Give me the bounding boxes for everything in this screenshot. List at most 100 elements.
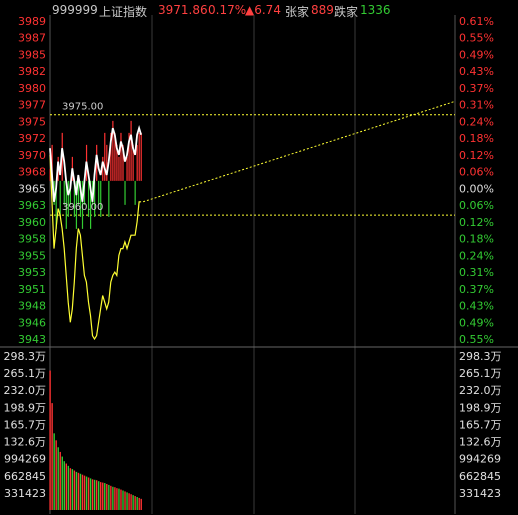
axis-labels: 3975.00 3960.00 3989 0.61% 3987 0.55% 3985 0.49…: [4, 15, 502, 500]
volume-bar: [118, 488, 120, 510]
price-tick-label: 3965: [18, 182, 46, 195]
price-tick-label: 3951: [18, 283, 46, 296]
percent-tick-label: 0.31%: [459, 266, 494, 279]
price-tick-label: 3972: [18, 132, 46, 145]
volume-bar: [69, 468, 72, 510]
tick-bar: [106, 144, 108, 181]
tick-bar: [102, 156, 104, 181]
volume-bar: [71, 469, 74, 510]
price-tick-label: 3943: [18, 333, 46, 346]
percent-tick-label: 0.49%: [459, 316, 494, 329]
tick-bar: [77, 180, 80, 205]
current-price: 3971.86: [158, 3, 208, 17]
volume-tick-label-right: 232.0万: [459, 384, 502, 397]
price-tick-label: 3987: [18, 32, 46, 45]
volume-bar: [49, 370, 51, 510]
volume-bar: [65, 463, 67, 510]
volume-bar: [122, 490, 124, 510]
tick-bar: [65, 180, 67, 229]
tick-bar: [126, 156, 128, 181]
volume-bar: [112, 486, 114, 510]
volume-tick-label: 331423: [4, 487, 46, 500]
annotation-label: 3960.00: [62, 202, 103, 213]
tick-bar: [114, 132, 116, 181]
volume-tick-label-right: 132.6万: [459, 436, 502, 449]
percent-tick-label: 0.00%: [459, 182, 494, 195]
price-tick-label: 3977: [18, 99, 46, 112]
volume-tick-label-right: 298.3万: [459, 350, 502, 363]
volume-bar: [98, 481, 100, 510]
tick-bar: [90, 180, 92, 229]
volume-bar: [75, 471, 78, 510]
tick-bar: [67, 180, 69, 217]
tick-bar: [138, 132, 140, 181]
volume-bar: [102, 482, 104, 510]
chart-grid: [0, 15, 518, 514]
tick-bar: [140, 132, 142, 181]
tick-bar: [75, 180, 78, 229]
tick-bar: [112, 120, 114, 181]
volume-bar: [81, 474, 84, 510]
price-lines: [49, 100, 456, 341]
volume-bar: [87, 477, 90, 510]
volume-tick-label-right: 265.1万: [459, 367, 502, 380]
tick-bar: [122, 144, 124, 181]
advancers-count: 889: [311, 3, 334, 17]
tick-bar: [136, 144, 138, 181]
volume-bar: [134, 496, 136, 510]
percent-tick-label: 0.12%: [459, 149, 494, 162]
price-tick-label: 3958: [18, 233, 46, 246]
price-tick-label: 3955: [18, 249, 46, 262]
volume-tick-label: 232.0万: [4, 384, 47, 397]
volume-bar: [95, 480, 98, 510]
percent-tick-label: 0.43%: [459, 300, 494, 313]
volume-tick-label: 994269: [4, 453, 46, 466]
volume-bar: [63, 461, 65, 510]
volume-bar: [79, 473, 82, 510]
volume-bar: [140, 498, 142, 510]
percent-tick-label: 0.24%: [459, 115, 494, 128]
advancers-label: 张家: [285, 5, 310, 19]
tick-bar: [120, 132, 122, 181]
price-tick-label: 3982: [18, 65, 46, 78]
percent-tick-label: 0.61%: [459, 15, 494, 28]
price-tick-label: 3968: [18, 166, 46, 179]
volume-bar: [104, 483, 106, 510]
average-line: [49, 154, 142, 341]
index-code: 999999: [52, 3, 98, 17]
volume-tick-label: 298.3万: [4, 350, 47, 363]
volume-bar: [120, 489, 122, 510]
volume-bar: [108, 484, 110, 510]
volume-tick-label-right: 662845: [459, 470, 501, 483]
tick-bar: [69, 180, 71, 205]
tick-bar: [81, 180, 84, 229]
percent-tick-label: 0.37%: [459, 283, 494, 296]
volume-bar: [106, 483, 108, 510]
tick-bar: [49, 168, 51, 181]
volume-bar: [100, 482, 102, 510]
percent-tick-label: 0.37%: [459, 82, 494, 95]
change-amount: ▲6.74: [245, 3, 281, 17]
projection-line: [142, 100, 456, 203]
volume-bar: [83, 475, 86, 510]
volume-bar: [59, 451, 61, 510]
price-tick-label: 3960: [18, 216, 46, 229]
tick-bar: [55, 180, 57, 229]
volume-bar: [138, 497, 140, 510]
volume-tick-label-right: 165.7万: [459, 418, 502, 431]
volume-tick-label: 662845: [4, 470, 46, 483]
volume-bar: [67, 465, 70, 510]
volume-bar: [89, 478, 92, 510]
price-tick-label: 3980: [18, 82, 46, 95]
volume-bar: [132, 495, 134, 510]
tick-bar: [134, 180, 136, 205]
volume-bars: [49, 370, 142, 510]
volume-bar: [51, 403, 53, 510]
decliners-count: 1336: [360, 3, 391, 17]
tick-bar: [51, 144, 53, 181]
change-percent: 0.17%: [208, 3, 247, 17]
percent-tick-label: 0.55%: [459, 32, 494, 45]
price-tick-label: 3975: [18, 115, 46, 128]
percent-tick-label: 0.06%: [459, 166, 494, 179]
